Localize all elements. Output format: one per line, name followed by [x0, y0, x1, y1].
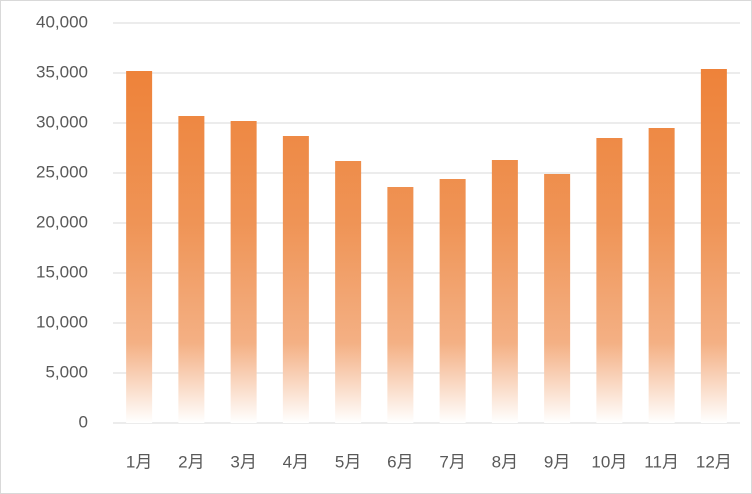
y-tick-label: 40,000: [36, 12, 88, 31]
bar: [126, 71, 153, 423]
bar: [282, 136, 309, 423]
bar: [335, 161, 362, 423]
bar: [700, 69, 727, 423]
y-tick-label: 20,000: [36, 212, 88, 231]
bar: [387, 187, 414, 423]
bar: [230, 121, 257, 423]
bar: [178, 116, 205, 423]
y-tick-label: 25,000: [36, 162, 88, 181]
y-tick-label: 5,000: [45, 362, 88, 381]
x-tick-label: 4月: [283, 452, 309, 471]
bar: [648, 128, 675, 423]
y-tick-label: 30,000: [36, 112, 88, 131]
x-tick-label: 7月: [439, 452, 465, 471]
bar: [491, 160, 518, 423]
x-tick-label: 6月: [387, 452, 413, 471]
x-tick-label: 11月: [644, 452, 679, 471]
y-tick-label: 15,000: [36, 262, 88, 281]
bar: [544, 174, 571, 423]
x-tick-label: 1月: [126, 452, 152, 471]
x-tick-label: 12月: [696, 452, 732, 471]
x-tick-label: 3月: [230, 452, 256, 471]
y-tick-label: 0: [79, 412, 88, 431]
x-tick-label: 2月: [178, 452, 204, 471]
y-tick-label: 35,000: [36, 62, 88, 81]
x-tick-label: 9月: [544, 452, 570, 471]
x-tick-label: 10月: [591, 452, 627, 471]
x-tick-label: 5月: [335, 452, 361, 471]
bar: [439, 179, 466, 423]
bar: [596, 138, 623, 423]
y-tick-label: 10,000: [36, 312, 88, 331]
x-tick-label: 8月: [492, 452, 518, 471]
